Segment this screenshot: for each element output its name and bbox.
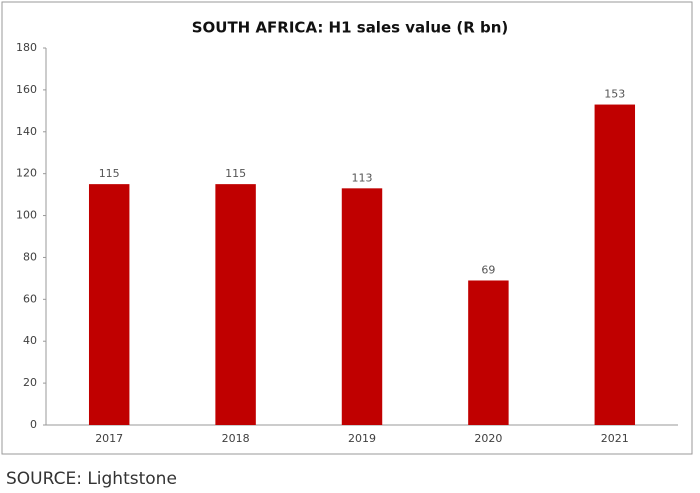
y-tick-label: 140 bbox=[16, 125, 37, 138]
source-note: SOURCE: Lightstone bbox=[6, 469, 177, 489]
bar bbox=[594, 104, 636, 426]
y-tick-label: 60 bbox=[23, 292, 37, 305]
x-tick-label: 2019 bbox=[348, 432, 376, 445]
data-label: 113 bbox=[352, 171, 373, 184]
data-label: 115 bbox=[99, 167, 120, 180]
bar bbox=[215, 184, 256, 425]
y-tick-label: 40 bbox=[23, 334, 37, 347]
y-tick-label: 0 bbox=[30, 418, 37, 431]
data-label: 153 bbox=[604, 88, 625, 101]
x-tick-label: 2017 bbox=[95, 432, 123, 445]
y-tick-label: 100 bbox=[16, 209, 37, 222]
bar bbox=[468, 280, 509, 425]
data-label: 69 bbox=[481, 263, 495, 276]
y-tick-label: 120 bbox=[16, 167, 37, 180]
x-tick-label: 2018 bbox=[222, 432, 250, 445]
y-tick-label: 180 bbox=[16, 41, 37, 54]
x-tick-label: 2021 bbox=[601, 432, 629, 445]
bar bbox=[88, 184, 130, 425]
y-tick-label: 20 bbox=[23, 376, 37, 389]
chart-title: SOUTH AFRICA: H1 sales value (R bn) bbox=[192, 19, 509, 37]
y-tick-label: 80 bbox=[23, 250, 37, 263]
data-label: 115 bbox=[225, 167, 246, 180]
y-tick-label: 160 bbox=[16, 83, 37, 96]
x-tick-label: 2020 bbox=[474, 432, 502, 445]
bar bbox=[341, 188, 383, 425]
